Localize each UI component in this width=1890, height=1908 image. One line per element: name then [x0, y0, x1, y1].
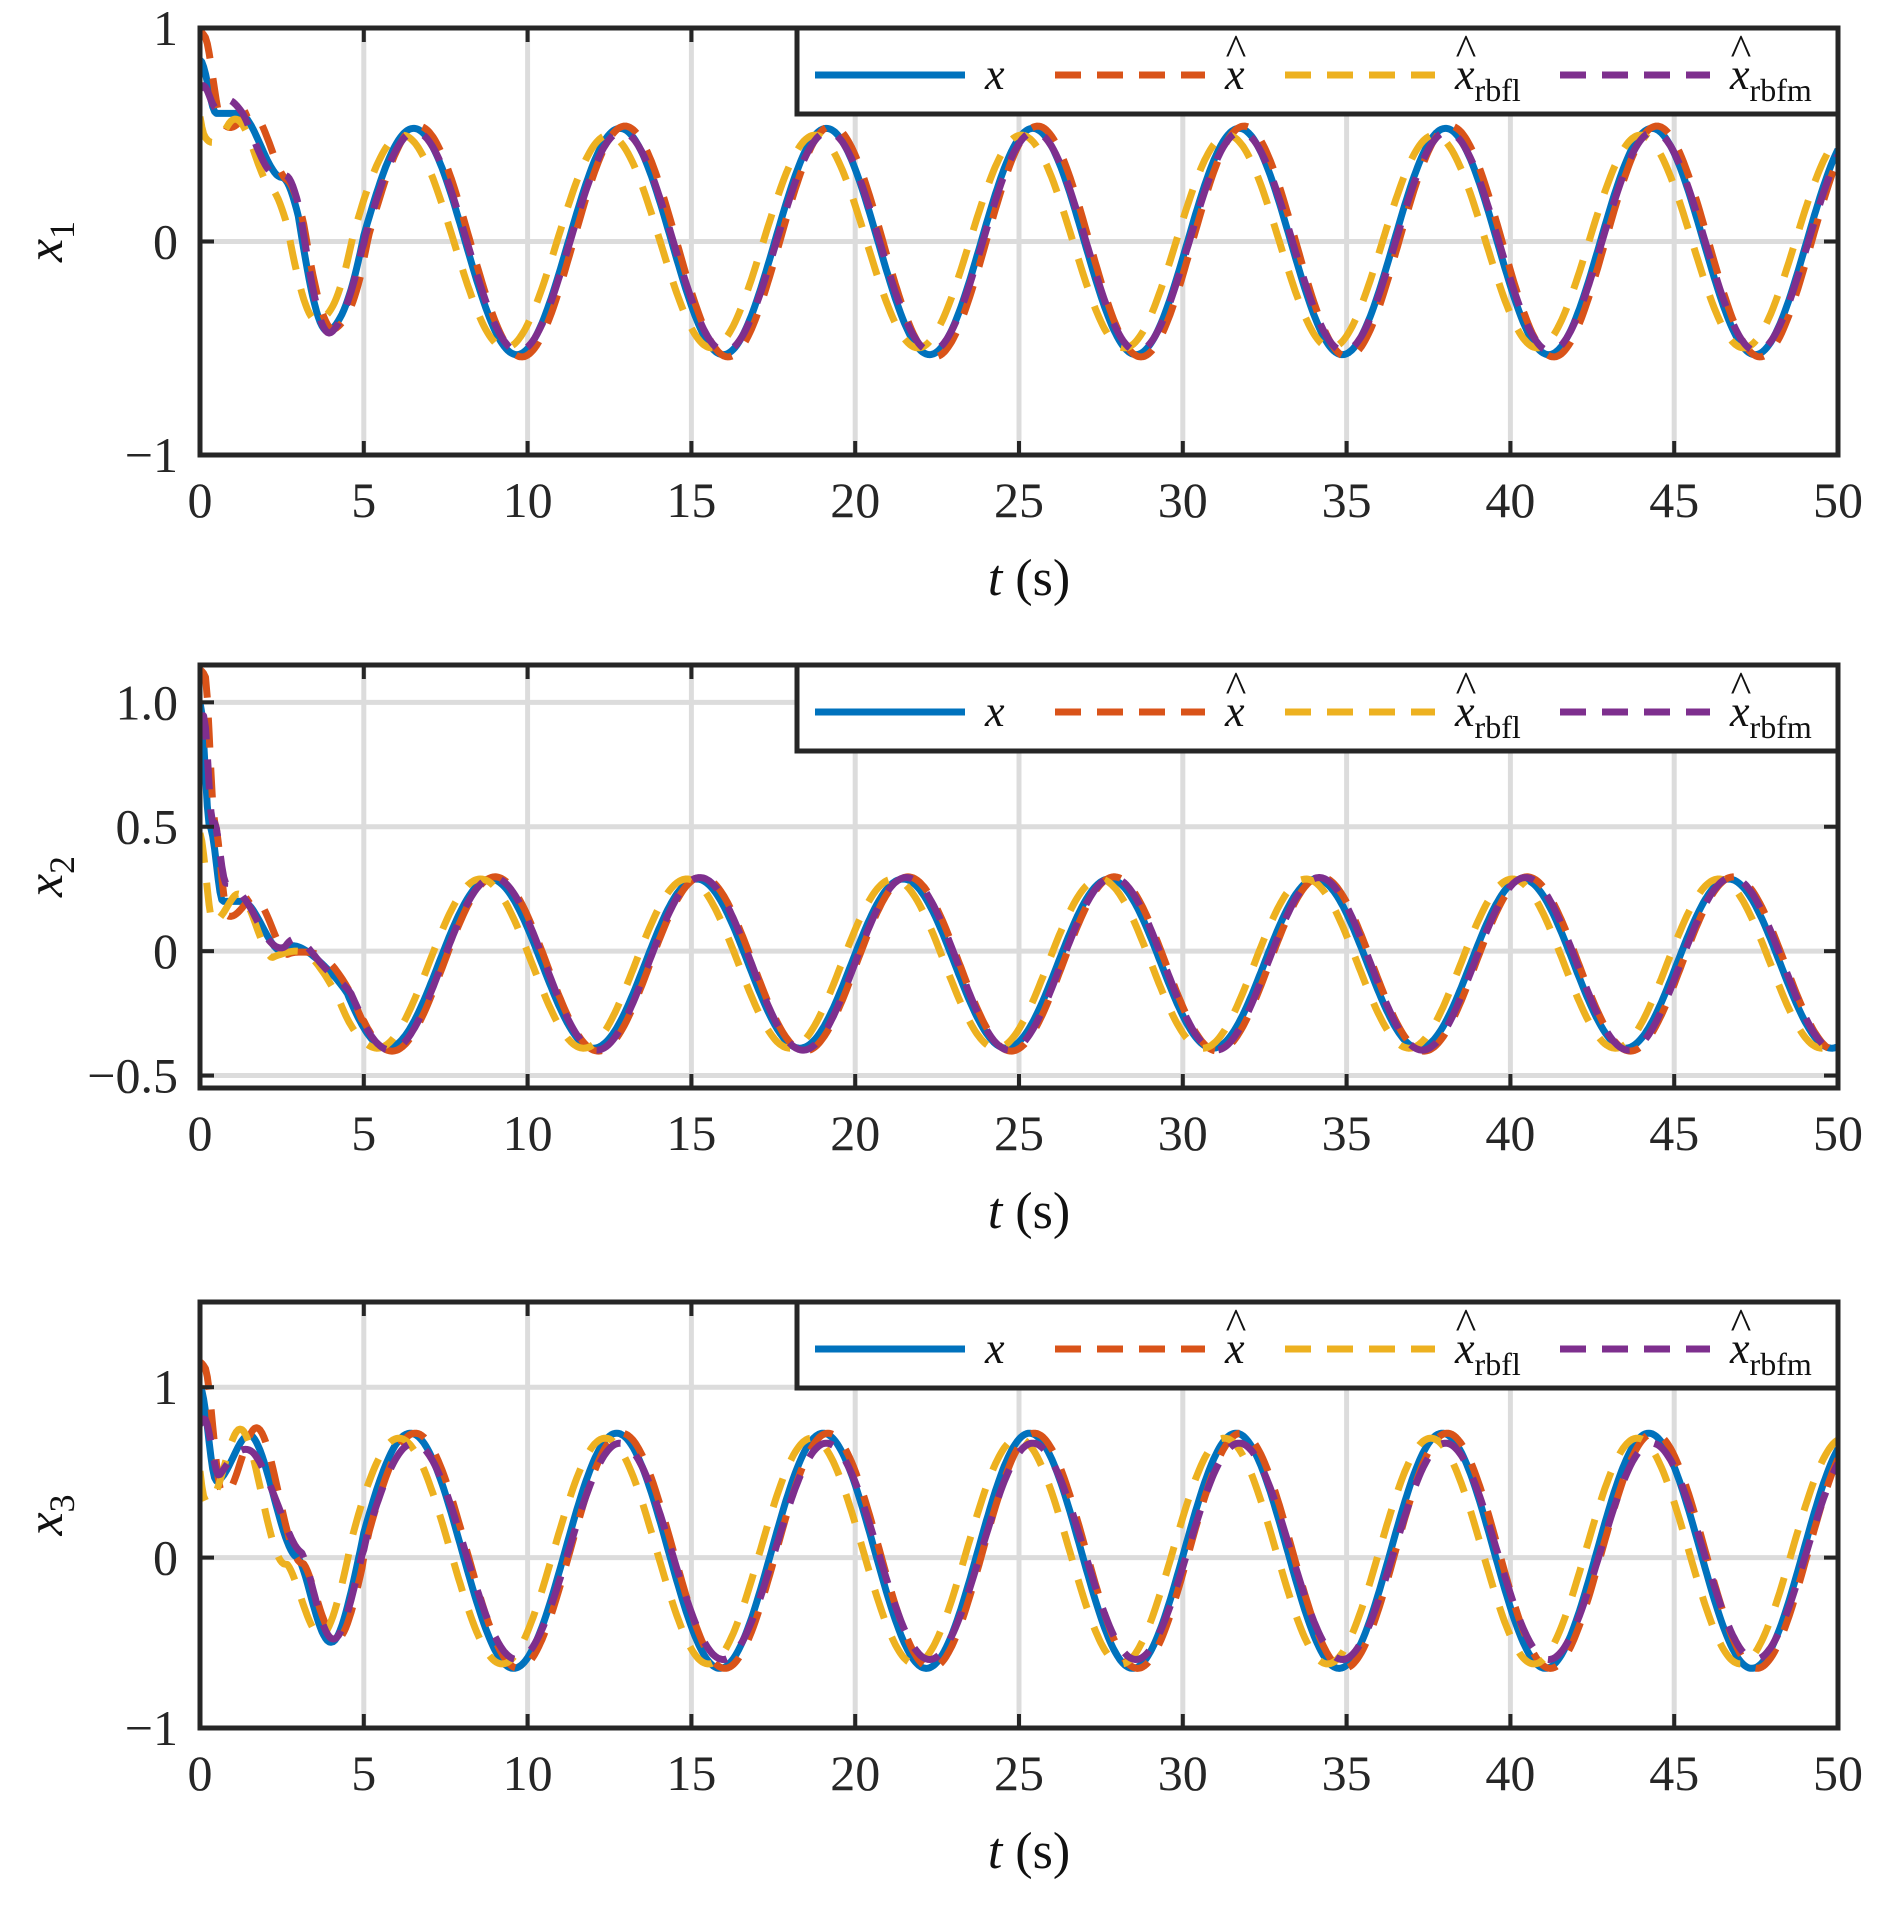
- legend: x x^ xrbfl^ xrbfm^: [794, 1299, 1841, 1391]
- x-tick-label: 35: [1322, 1745, 1372, 1801]
- x-tick-label: 30: [1158, 472, 1208, 528]
- legend-hat-3: ^: [1456, 26, 1477, 75]
- legend-label-4: xrbfm: [1729, 50, 1812, 108]
- x-tick-label: 30: [1158, 1105, 1208, 1161]
- y-axis-label: x1: [17, 221, 82, 263]
- x-tick-label: 15: [666, 1745, 716, 1801]
- x-tick-label: 20: [830, 1105, 880, 1161]
- chart-panel-2: 0 5 10 15 20 25 30 35 40 45 50−0.500.51.0t (s)x2x x…: [17, 662, 1863, 1240]
- legend-label-2: x: [1224, 50, 1245, 99]
- legend-label-1: x: [984, 687, 1005, 736]
- legend-label-3: xrbfl: [1454, 1324, 1521, 1382]
- series-line-4: [200, 1415, 1838, 1663]
- legend-label-2: x: [1224, 1324, 1245, 1373]
- y-tick-label: 0: [153, 214, 178, 270]
- x-axis-label: t (s): [988, 1183, 1070, 1240]
- y-tick-label: 0: [153, 1530, 178, 1586]
- x-tick-label: 50: [1813, 472, 1863, 528]
- x-tick-label: 15: [666, 472, 716, 528]
- x-tick-label: 20: [830, 472, 880, 528]
- y-tick-label: 1: [153, 1359, 178, 1415]
- x-tick-label: 25: [994, 472, 1044, 528]
- y-axis-label: x2: [17, 856, 82, 898]
- y-tick-label: 1: [153, 0, 178, 56]
- series-group: [200, 1359, 1838, 1672]
- x-tick-label: 25: [994, 1745, 1044, 1801]
- legend: x x^ xrbfl^ xrbfm^: [794, 25, 1841, 117]
- x-tick-label: 45: [1649, 1745, 1699, 1801]
- x-tick-label: 5: [351, 1745, 376, 1801]
- legend-hat-2: ^: [1226, 663, 1247, 712]
- series-line-3: [200, 115, 1838, 352]
- legend-label-2: x: [1224, 687, 1245, 736]
- legend-label-3: xrbfl: [1454, 50, 1521, 108]
- legend-hat-4: ^: [1731, 1300, 1752, 1349]
- x-tick-label: 10: [503, 472, 553, 528]
- legend-hat-4: ^: [1731, 26, 1752, 75]
- series-line-4: [200, 712, 1838, 1054]
- x-tick-label: 0: [188, 472, 213, 528]
- y-tick-label: −1: [125, 1700, 178, 1756]
- x-tick-label: 0: [188, 1745, 213, 1801]
- x-tick-label: 35: [1322, 1105, 1372, 1161]
- legend-label-4: xrbfm: [1729, 687, 1812, 745]
- x-tick-label: 35: [1322, 472, 1372, 528]
- x-axis-label: t (s): [988, 550, 1070, 607]
- legend-label-1: x: [984, 50, 1005, 99]
- legend-box: [794, 25, 1841, 117]
- legend-label-3: xrbfl: [1454, 687, 1521, 745]
- series-group: [200, 28, 1838, 361]
- x-tick-label: 10: [503, 1105, 553, 1161]
- x-tick-label: 50: [1813, 1105, 1863, 1161]
- series-line-2: [200, 1359, 1838, 1672]
- x-tick-label: 40: [1485, 472, 1535, 528]
- legend-label-4: xrbfm: [1729, 1324, 1812, 1382]
- x-tick-label: 40: [1485, 1105, 1535, 1161]
- x-tick-label: 20: [830, 1745, 880, 1801]
- series-group: [200, 667, 1838, 1055]
- legend-hat-2: ^: [1226, 1300, 1247, 1349]
- legend-box: [794, 1299, 1841, 1391]
- x-tick-label: 50: [1813, 1745, 1863, 1801]
- y-axis-label: x3: [17, 1494, 82, 1536]
- legend-box: [794, 662, 1841, 754]
- series-line-3: [200, 1425, 1838, 1668]
- x-tick-label: 40: [1485, 1745, 1535, 1801]
- x-tick-label: 5: [351, 472, 376, 528]
- legend-hat-2: ^: [1226, 26, 1247, 75]
- series-line-2: [200, 667, 1838, 1055]
- legend: x x^ xrbfl^ xrbfm^: [794, 662, 1841, 754]
- y-tick-label: −0.5: [87, 1048, 178, 1104]
- legend-hat-3: ^: [1456, 1300, 1477, 1349]
- x-tick-label: 10: [503, 1745, 553, 1801]
- x-tick-label: 30: [1158, 1745, 1208, 1801]
- x-tick-label: 45: [1649, 1105, 1699, 1161]
- legend-hat-3: ^: [1456, 663, 1477, 712]
- series-line-3: [200, 832, 1838, 1052]
- legend-label-1: x: [984, 1324, 1005, 1373]
- x-axis-label: t (s): [988, 1823, 1070, 1880]
- series-line-4: [200, 82, 1838, 355]
- x-tick-label: 0: [188, 1105, 213, 1161]
- x-tick-label: 45: [1649, 472, 1699, 528]
- y-tick-label: 1.0: [116, 674, 179, 730]
- y-tick-label: 0.5: [116, 799, 179, 855]
- y-tick-label: 0: [153, 923, 178, 979]
- x-tick-label: 15: [666, 1105, 716, 1161]
- legend-hat-4: ^: [1731, 663, 1752, 712]
- x-tick-label: 25: [994, 1105, 1044, 1161]
- x-tick-label: 5: [351, 1105, 376, 1161]
- y-tick-label: −1: [125, 427, 178, 483]
